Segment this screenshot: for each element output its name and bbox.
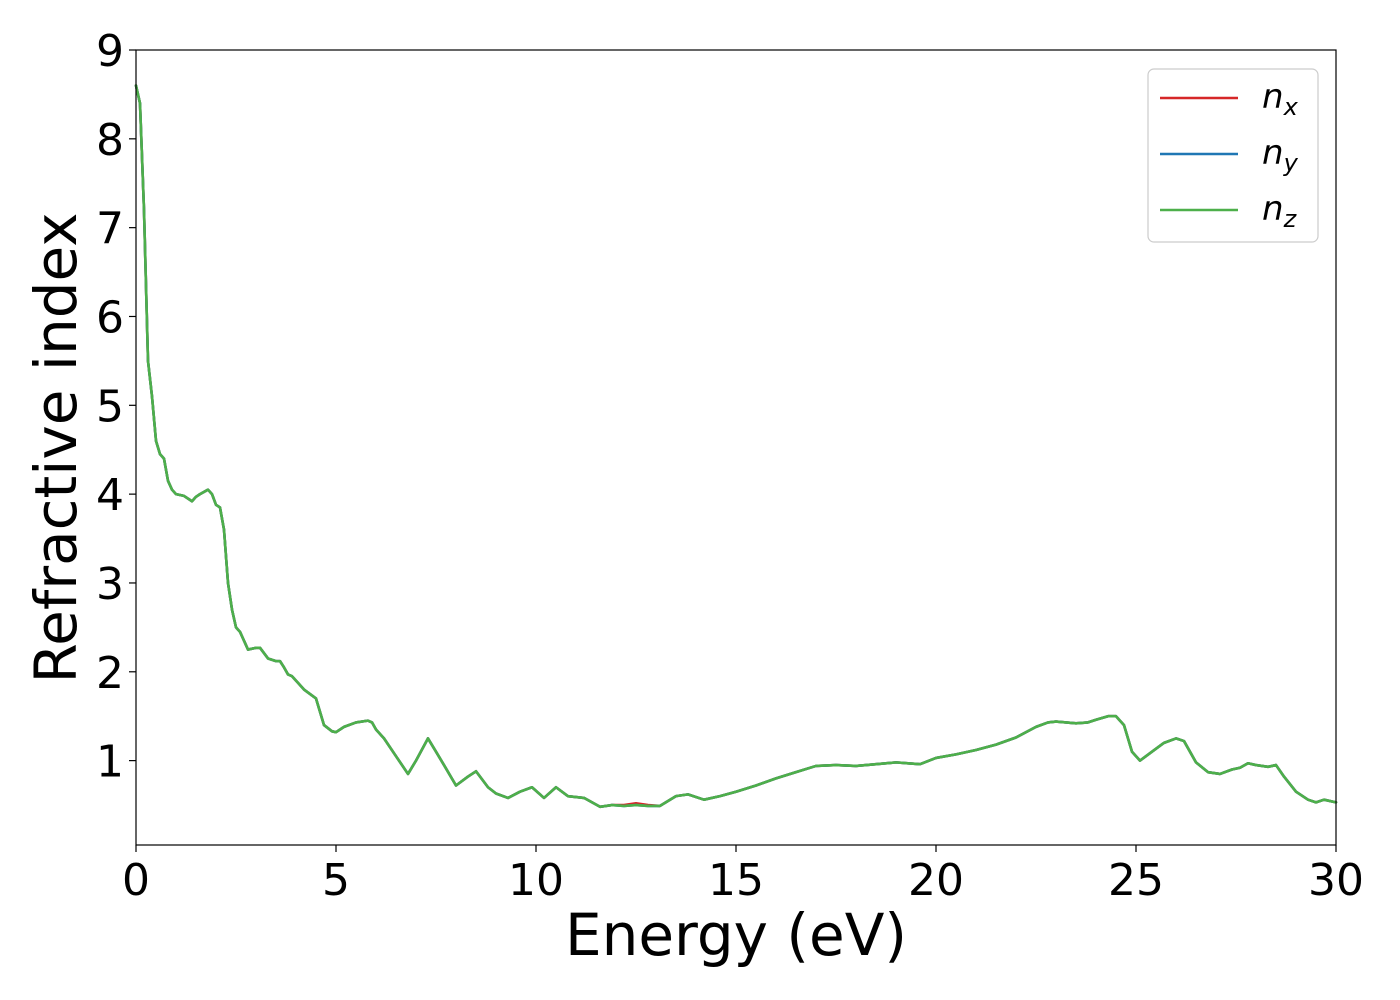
y-axis-ticks: 1 2 3 4 5 6 7 8 9 [96, 26, 136, 788]
y-axis-label: Refractive index [22, 212, 90, 683]
series-line-n-z [134, 84, 1338, 809]
legend-label-x: nx [1262, 77, 1299, 121]
legend: nx ny nz [1147, 68, 1319, 243]
y-tick-label: 7 [96, 204, 124, 255]
x-tick-label: 0 [122, 855, 150, 906]
y-tick-label: 9 [96, 26, 124, 77]
y-tick-label: 1 [96, 737, 124, 788]
legend-box [1147, 68, 1319, 243]
y-tick-label: 4 [96, 470, 124, 521]
x-tick-label: 20 [908, 855, 964, 906]
y-tick-label: 8 [96, 115, 124, 166]
y-tick-label: 3 [96, 559, 124, 610]
y-tick-label: 2 [96, 648, 124, 699]
x-tick-label: 15 [708, 855, 764, 906]
x-axis-label: Energy (eV) [565, 901, 907, 969]
y-tick-label: 5 [96, 381, 124, 432]
x-tick-label: 5 [322, 855, 350, 906]
x-tick-label: 25 [1108, 855, 1164, 906]
x-tick-label: 30 [1308, 855, 1364, 906]
x-tick-label: 10 [508, 855, 564, 906]
legend-label-y: ny [1262, 133, 1299, 177]
series-layer [134, 84, 1338, 809]
x-axis-ticks: 0 5 10 15 20 25 30 [122, 845, 1364, 906]
legend-entries: nx ny nz [1160, 77, 1299, 233]
legend-label-z: nz [1262, 189, 1298, 233]
y-tick-label: 6 [96, 292, 124, 343]
